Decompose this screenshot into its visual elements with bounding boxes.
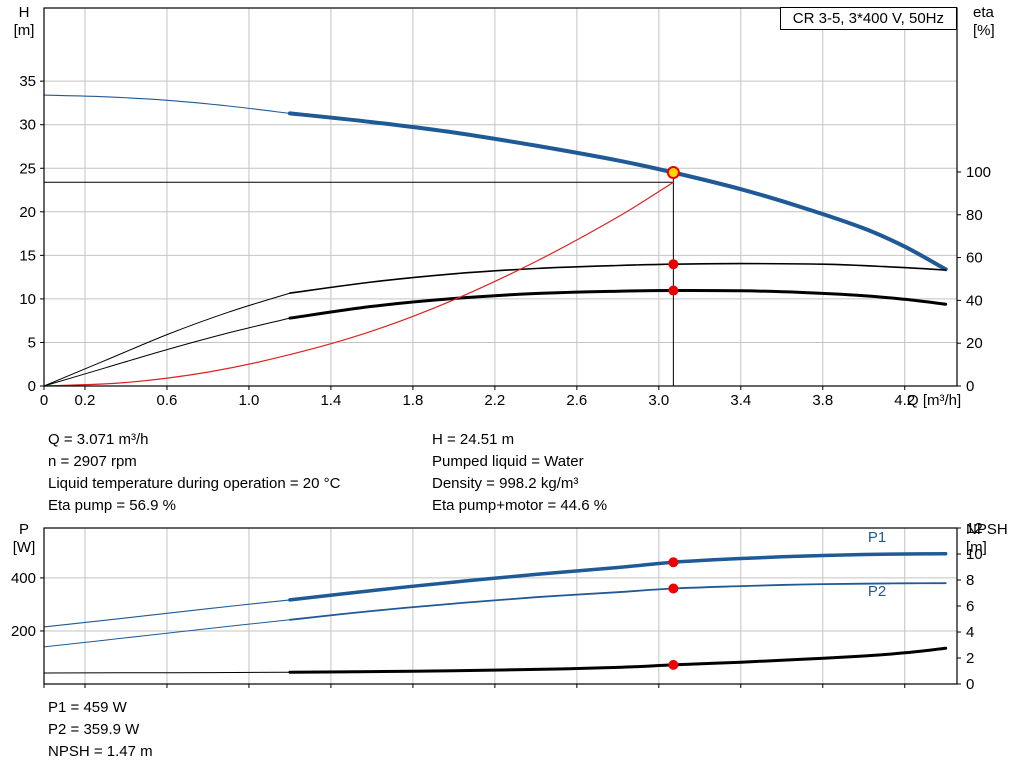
eta-axis-title-line1: eta	[973, 4, 994, 21]
info-density: Density = 998.2 kg/m³	[432, 475, 579, 492]
info-head: H = 24.51 m	[432, 431, 515, 448]
eta-pump-motor-extension	[43, 317, 291, 387]
npsh-axis-title: NPSH [m]	[966, 521, 1008, 557]
p-axis-title: P [W]	[6, 521, 42, 557]
eta-pump-motor-dot	[668, 285, 679, 296]
x-tick-label: 3.4	[730, 392, 751, 409]
y-right-tick-label: 0	[966, 676, 974, 693]
eta-axis-title: eta [%]	[973, 4, 995, 40]
x-tick-label: 2.2	[484, 392, 505, 409]
y-left-tick-label: 15	[19, 247, 36, 264]
info-speed: n = 2907 rpm	[48, 453, 137, 470]
npsh-axis-title-line1: NPSH	[966, 521, 1008, 538]
duty-info-block: Q = 3.071 m³/h H = 24.51 m n = 2907 rpm …	[48, 429, 862, 517]
y-right-tick-label: 10	[966, 546, 983, 563]
x-tick-label: 4.2	[894, 392, 915, 409]
info-eta-pump-motor: Eta pump+motor = 44.6 %	[432, 497, 608, 514]
npsh-curve-extension	[43, 671, 291, 674]
y-left-tick-label: 20	[19, 204, 36, 221]
x-tick-label: 0.6	[157, 392, 178, 409]
npsh-curve	[288, 646, 948, 674]
h-axis-title-line2: [m]	[13, 22, 35, 39]
eta-pump-motor-curve	[288, 288, 948, 320]
info-temperature: Liquid temperature during operation = 20…	[48, 475, 341, 492]
p1-dot	[668, 557, 679, 568]
info-flow: Q = 3.071 m³/h	[48, 431, 149, 448]
power-info-block: P1 = 459 W P2 = 359.9 W NPSH = 1.47 m	[48, 697, 153, 763]
duty-point-marker	[666, 166, 680, 180]
y-right-tick-label: 0	[966, 378, 974, 395]
x-tick-label: 2.6	[566, 392, 587, 409]
npsh-axis-title-line2: [m]	[966, 539, 987, 556]
h-axis-title: H [m]	[6, 4, 42, 40]
eta-pump-extension	[43, 292, 291, 387]
y-left-tick-label: 5	[28, 334, 36, 351]
plot-border	[43, 7, 958, 387]
y-right-tick-label: 6	[966, 598, 974, 615]
x-tick-label: 1.4	[320, 392, 341, 409]
x-tick-label: 0	[40, 392, 48, 409]
info-p2: P2 = 359.9 W	[48, 721, 140, 738]
y-right-tick-label: 2	[966, 650, 974, 667]
y-left-tick-label: 30	[19, 117, 36, 134]
y-left-tick-label: 35	[19, 73, 36, 90]
q-axis-label: Q [m³/h]	[907, 392, 962, 409]
npsh-dot	[668, 659, 679, 670]
info-liquid: Pumped liquid = Water	[432, 453, 584, 470]
x-tick-label: 0.2	[75, 392, 96, 409]
p2-curve	[289, 582, 947, 621]
p1-curve	[288, 551, 948, 602]
eta-pump-dot	[668, 259, 679, 270]
system-curve	[43, 181, 674, 387]
qh-curve	[287, 111, 948, 272]
eta-axis-title-line2: [%]	[973, 22, 995, 39]
y-left-tick-label: 10	[19, 291, 36, 308]
y-left-tick-label: 400	[11, 570, 36, 587]
x-tick-label: 3.0	[648, 392, 669, 409]
x-tick-label: 1.0	[239, 392, 260, 409]
h-axis-title-line1: H	[18, 4, 30, 21]
y-right-tick-label: 60	[966, 250, 983, 267]
series-label-p2: P2	[868, 583, 886, 600]
y-right-tick-label: 80	[966, 207, 983, 224]
x-tick-label: 3.8	[812, 392, 833, 409]
y-right-tick-label: 40	[966, 292, 983, 309]
series-label-p1: P1	[868, 529, 886, 546]
y-right-tick-label: 12	[966, 520, 983, 537]
y-right-tick-label: 20	[966, 335, 983, 352]
y-left-tick-label: 0	[28, 378, 36, 395]
y-left-tick-label: 25	[19, 160, 36, 177]
p2-dot	[668, 583, 679, 594]
y-right-tick-label: 100	[966, 164, 991, 181]
y-left-tick-label: 200	[11, 623, 36, 640]
y-right-tick-label: 8	[966, 572, 974, 589]
info-p1: P1 = 459 W	[48, 699, 127, 716]
plot-border	[43, 527, 958, 685]
p-axis-title-line1: P	[18, 521, 29, 538]
x-tick-label: 1.8	[402, 392, 423, 409]
p-axis-title-line2: [W]	[12, 539, 36, 556]
p1-curve-extension	[43, 599, 291, 628]
info-eta-pump: Eta pump = 56.9 %	[48, 497, 176, 514]
y-right-tick-label: 4	[966, 624, 974, 641]
eta-pump-curve	[289, 262, 947, 294]
p2-curve-extension	[43, 619, 291, 648]
info-npsh: NPSH = 1.47 m	[48, 743, 153, 760]
qh-curve-extension	[43, 94, 291, 114]
pump-model-label: CR 3-5, 3*400 V, 50Hz	[779, 7, 957, 30]
